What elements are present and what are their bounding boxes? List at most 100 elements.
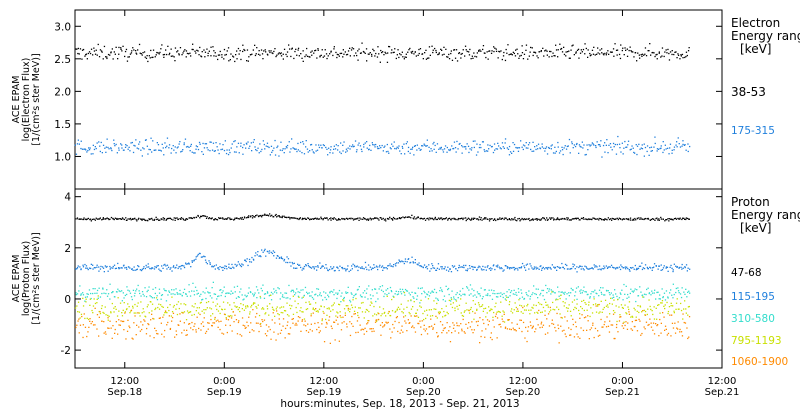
data-point [332, 304, 334, 306]
data-point [92, 312, 94, 314]
data-point [518, 217, 520, 220]
data-point [592, 143, 594, 145]
data-point [260, 255, 262, 258]
data-point [119, 290, 121, 293]
data-point [369, 294, 372, 296]
series-47-68 [74, 213, 690, 222]
data-point [269, 303, 271, 305]
data-point [131, 50, 133, 52]
data-point [420, 265, 422, 267]
data-point [224, 295, 226, 298]
data-point [322, 218, 324, 220]
data-point [681, 263, 683, 266]
data-point [438, 313, 440, 315]
data-point [190, 55, 192, 57]
data-point [603, 323, 605, 326]
data-point [227, 315, 229, 317]
data-point [590, 54, 592, 56]
data-point [585, 303, 587, 305]
data-point [181, 54, 183, 56]
data-point [435, 315, 437, 317]
data-point [496, 337, 498, 339]
data-point [135, 312, 137, 314]
data-point [450, 219, 452, 221]
data-point [309, 266, 312, 268]
data-point [514, 216, 516, 219]
data-point [483, 308, 485, 310]
data-point [302, 60, 304, 62]
data-point [110, 216, 113, 219]
data-point [117, 58, 119, 60]
data-point [402, 56, 404, 58]
data-point [349, 299, 351, 302]
data-point [583, 286, 585, 288]
data-point [484, 218, 486, 220]
data-point [490, 52, 493, 54]
data-point [465, 146, 467, 148]
data-point [510, 53, 512, 55]
data-point [321, 318, 323, 320]
data-point [283, 215, 285, 217]
data-point [538, 309, 540, 312]
data-point [103, 45, 106, 48]
data-point [674, 332, 677, 334]
data-point [222, 217, 224, 219]
data-point [455, 299, 457, 301]
data-point [463, 311, 465, 313]
data-point [200, 56, 203, 58]
data-point [686, 296, 688, 298]
data-point [82, 264, 84, 266]
data-point [323, 312, 325, 314]
data-point [457, 219, 459, 221]
data-point [449, 149, 451, 152]
data-point [379, 286, 381, 288]
data-point [162, 316, 164, 318]
data-point [343, 298, 345, 300]
data-point [685, 264, 688, 266]
data-point [249, 313, 251, 315]
data-point [185, 319, 188, 321]
data-point [457, 297, 459, 299]
data-point [663, 55, 665, 58]
data-point [75, 48, 77, 50]
data-point [468, 218, 471, 220]
data-point [579, 52, 582, 54]
data-point [326, 217, 328, 219]
data-point [251, 329, 253, 331]
data-point [151, 151, 153, 153]
data-point [280, 306, 283, 308]
data-point [583, 317, 586, 319]
data-point [350, 217, 352, 219]
data-point [386, 294, 388, 296]
data-point [399, 150, 401, 152]
data-point [437, 217, 440, 219]
data-point [450, 300, 452, 302]
data-point [619, 314, 621, 316]
data-point [188, 53, 190, 55]
data-point [447, 219, 449, 221]
data-point [558, 342, 560, 344]
data-point [503, 269, 505, 271]
data-point [521, 146, 523, 148]
data-point [441, 49, 443, 51]
data-point [144, 56, 146, 58]
data-point [397, 217, 399, 220]
data-point [571, 289, 574, 291]
data-point [582, 268, 584, 270]
data-point [638, 265, 641, 267]
data-point [687, 50, 690, 52]
data-point [170, 218, 173, 220]
data-point [145, 57, 148, 59]
data-point [655, 217, 657, 220]
data-point [103, 332, 105, 334]
data-point [132, 338, 134, 340]
data-point [310, 315, 312, 317]
data-point [644, 53, 646, 55]
data-point [369, 217, 371, 219]
data-point [229, 151, 231, 154]
data-point [165, 290, 167, 292]
data-point [375, 314, 378, 316]
data-point [85, 54, 87, 56]
data-point [334, 269, 336, 272]
data-point [657, 291, 659, 293]
